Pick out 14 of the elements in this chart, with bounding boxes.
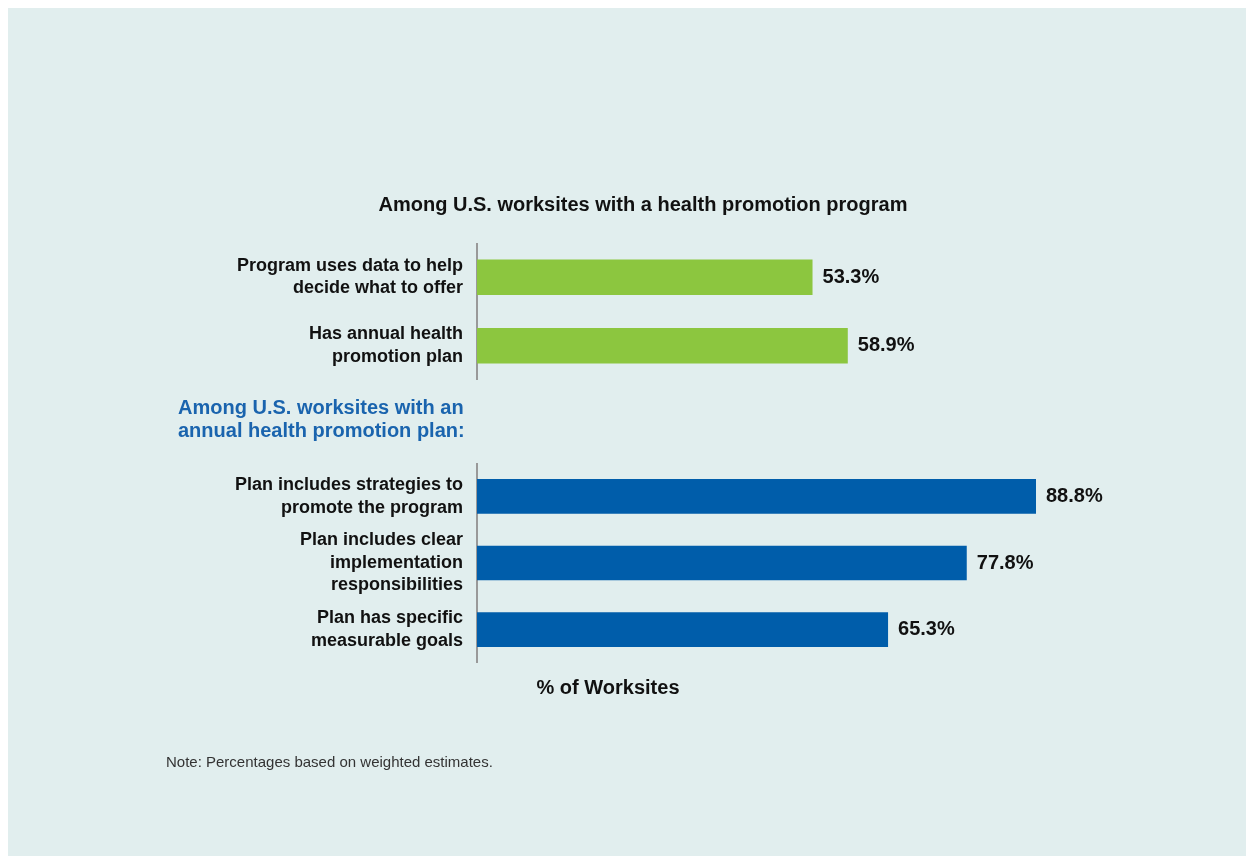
x-axis-title: % of Worksites — [535, 676, 681, 699]
data-label: 53.3% — [822, 264, 880, 287]
y-tick-label: Plan has specific measurable goals — [310, 607, 463, 650]
data-label: 88.8% — [1046, 483, 1103, 506]
y-tick-label: Plan includes strategies to promote the program — [234, 474, 463, 517]
chart-title: Among U.S. worksites with a health promotion program — [377, 193, 909, 216]
y-tick-label: Plan includes clear implementation responsibilities — [299, 529, 463, 595]
data-label: 77.8% — [976, 550, 1034, 573]
y-tick-label: Program uses data to help decide what to offer — [236, 254, 463, 298]
data-label: 65.3% — [898, 617, 955, 640]
text: Note: Percentages based on weighted estimates. — [166, 753, 493, 770]
data-label: 58.9% — [857, 333, 915, 356]
y-tick-label: Has annual health promotion plan — [308, 323, 463, 366]
chart-title: Among U.S. worksites with an annual health promotion plan: — [178, 396, 466, 442]
